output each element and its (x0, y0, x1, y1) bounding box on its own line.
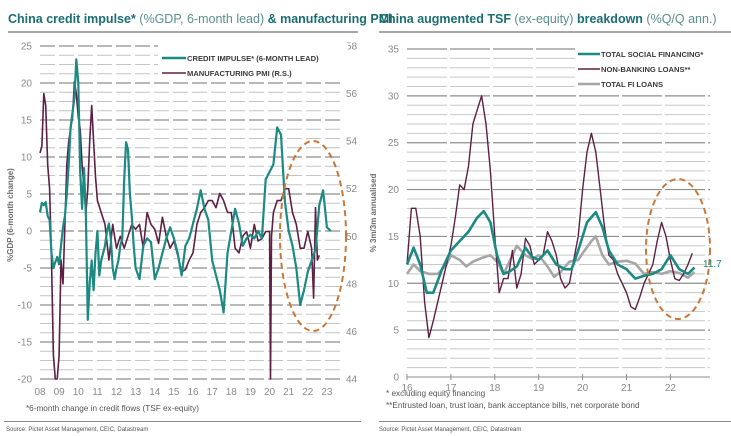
left-y-tick-label: 20 (21, 79, 33, 90)
right-y-tick-label: 10 (388, 279, 400, 290)
left-footnote: *6-month change in credit flows (TSF ex-… (26, 404, 199, 413)
right-title-rule (379, 31, 731, 33)
right-title-normal-2: (%Q/Q ann.) (642, 12, 717, 26)
right-series-lines (405, 95, 696, 339)
left-y-tick-label: 5 (26, 190, 32, 201)
right-series-line-grey (405, 235, 696, 280)
right-y-axis-label: % 3m/3m annualised (369, 174, 378, 253)
right-legend: TOTAL SOCIAL FINANCING* NON-BANKING LOANS… (575, 43, 725, 95)
left-series-lines (38, 58, 332, 380)
right-chart-title: China augmented TSF (ex-equity) breakdow… (379, 12, 717, 26)
right-x-tick-label: 22 (665, 383, 677, 394)
right-x-tick-label: 19 (533, 383, 545, 394)
left-y-tick-label: 10 (21, 153, 33, 164)
left-y-tick-label: 0 (26, 227, 32, 238)
left-y2-tick-label: 54 (346, 137, 358, 148)
right-legend-label: TOTAL FI LOANS (601, 80, 663, 89)
right-legend-label: TOTAL SOCIAL FINANCING* (601, 50, 703, 59)
left-y-tick-label: -10 (18, 301, 33, 312)
left-source-rule (4, 421, 361, 422)
left-y2-tick-label: 56 (346, 89, 358, 100)
right-footnote-1: * excluding equity financing (386, 389, 486, 398)
left-x-tick-label: 23 (321, 387, 333, 398)
right-x-tick-label: 17 (445, 383, 457, 394)
right-y-tick-label: 15 (388, 232, 400, 243)
left-x-tick-label: 21 (283, 387, 295, 398)
left-y-axis-label: %GDP (6-month change) (6, 168, 15, 262)
right-source-rule (379, 421, 731, 422)
left-x-tick-label: 22 (302, 387, 314, 398)
left-y-tick-label: -20 (18, 375, 33, 386)
right-y-tick-label: 35 (388, 45, 400, 56)
left-x-tick-label: 13 (130, 387, 142, 398)
right-x-tick-label: 16 (401, 383, 413, 394)
right-y-tick-label: 25 (388, 138, 400, 149)
right-source: Source: Pictet Asset Management, CEIC, D… (379, 427, 522, 433)
left-x-tick-label: 14 (149, 387, 161, 398)
left-y2-tick-label: 48 (346, 279, 358, 290)
left-chart-title: China credit impulse* (%GDP, 6-month lea… (8, 12, 393, 26)
left-y2-tick-label: 52 (346, 184, 358, 195)
left-x-tick-label: 09 (54, 387, 66, 398)
right-highlight-ellipse (645, 178, 711, 320)
left-y2-tick-label: 44 (346, 375, 358, 386)
left-y2-tick-label: 50 (346, 232, 358, 243)
right-end-label: 11.7 (703, 259, 722, 270)
right-title-bold-1: China augmented TSF (379, 12, 511, 26)
left-title-bold-2: & manufacturing PMI (267, 12, 393, 26)
right-footnote-2: **Entrusted loan, trust loan, bank accep… (386, 401, 640, 410)
left-x-tick-label: 11 (92, 387, 103, 398)
left-series-line-teal (38, 58, 332, 321)
left-legend-label: CREDIT IMPULSE* (6-MONTH LEAD) (187, 54, 319, 63)
left-legend-label: MANUFACTURING PMI (R.S.) (187, 69, 292, 78)
left-chart-panel: China credit impulse* (%GDP, 6-month lea… (0, 0, 393, 436)
left-highlight-ellipse (279, 140, 347, 332)
right-y-tick-label: 20 (388, 185, 400, 196)
left-legend: CREDIT IMPULSE* (6-MONTH LEAD) MANUFACTUR… (158, 43, 348, 80)
left-series-line-plum (39, 80, 321, 380)
right-title-bold-2: breakdown (576, 12, 643, 26)
right-series-line-plum (406, 95, 693, 339)
right-x-tick-label: 18 (489, 383, 501, 394)
left-title-rule (8, 31, 358, 33)
left-source: Source: Pictet Asset Management, CEIC, D… (6, 427, 149, 433)
left-x-tick-label: 15 (168, 387, 180, 398)
left-y-tick-label: 25 (21, 42, 33, 53)
right-series-line-teal (405, 209, 696, 295)
left-x-tick-label: 17 (207, 387, 219, 398)
left-x-tick-label: 20 (264, 387, 276, 398)
right-y-tick-label: 5 (393, 326, 399, 337)
right-y-tick-label: 0 (393, 373, 399, 384)
right-y-tick-label: 30 (388, 91, 400, 102)
left-title-normal: (%GDP, 6-month lead) (135, 12, 268, 26)
left-x-tick-label: 12 (111, 387, 123, 398)
left-y-tick-label: -5 (23, 264, 32, 275)
left-x-tick-label: 16 (187, 387, 199, 398)
left-y2-tick-label: 58 (346, 42, 358, 53)
left-legend-background (158, 43, 348, 80)
left-y-tick-label: 15 (21, 116, 33, 127)
right-chart-panel: China augmented TSF (ex-equity) breakdow… (365, 0, 731, 436)
right-gridlines (407, 48, 710, 378)
left-y2-tick-label: 46 (346, 327, 358, 338)
left-x-tick-label: 10 (73, 387, 85, 398)
right-x-tick-label: 20 (577, 383, 589, 394)
right-axis-ticks: 35 30 25 20 15 10 5 016 17 18 19 20 21 22 (388, 45, 677, 395)
right-legend-label: NON-BANKING LOANS** (601, 65, 690, 74)
left-y-tick-label: -15 (18, 338, 33, 349)
right-title-normal-1: (ex-equity) (510, 12, 577, 26)
left-x-tick-label: 08 (34, 387, 46, 398)
left-x-tick-label: 19 (245, 387, 257, 398)
left-title-bold-1: China credit impulse* (8, 12, 136, 26)
right-x-tick-label: 21 (621, 383, 633, 394)
left-x-tick-label: 18 (226, 387, 238, 398)
